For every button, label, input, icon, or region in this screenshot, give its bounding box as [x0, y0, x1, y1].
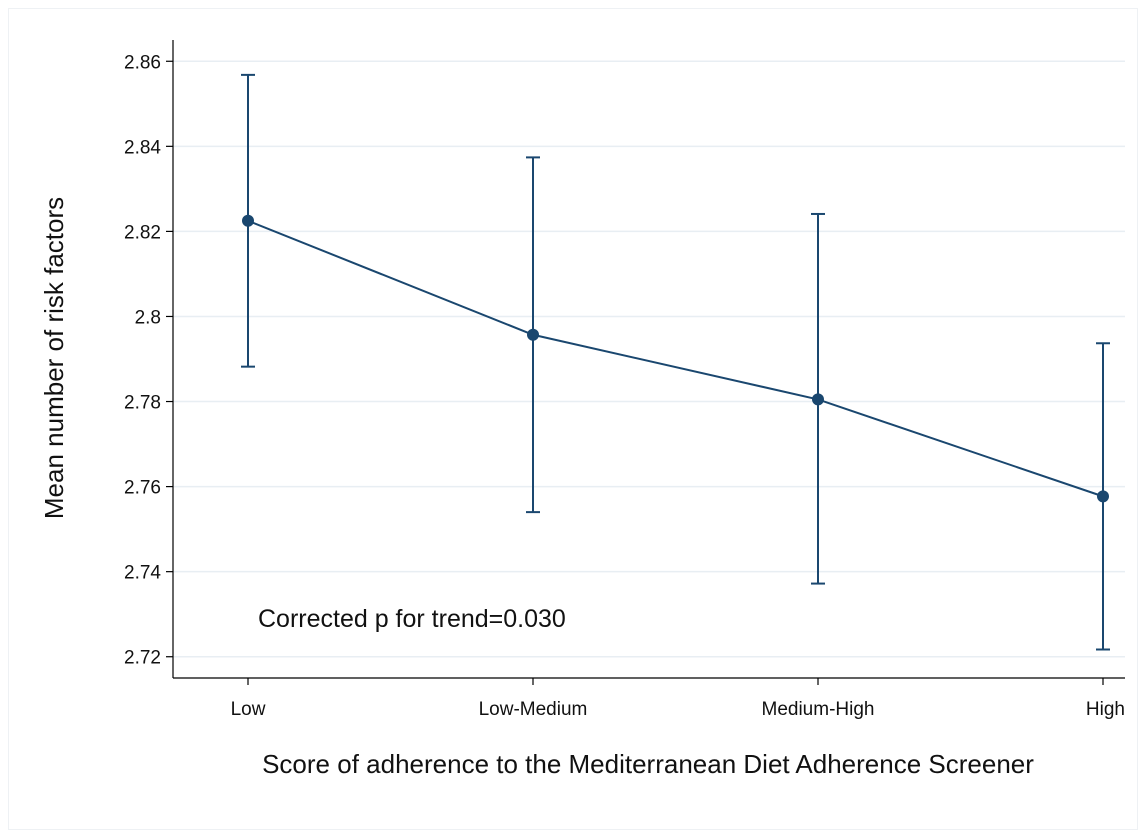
x-axis-title: Score of adherence to the Mediterranean …: [262, 749, 1034, 779]
y-tick-label: 2.74: [124, 563, 161, 584]
grid-lines: [173, 60, 1125, 658]
y-tick-label: 2.8: [135, 307, 161, 328]
y-tick-label: 2.72: [124, 648, 161, 669]
y-tick-label: 2.84: [124, 137, 161, 158]
trend-annotation: Corrected p for trend=0.030: [258, 605, 566, 633]
y-axis-title: Mean number of risk factors: [39, 197, 69, 519]
data-point: [527, 328, 539, 341]
y-tick-label: 2.76: [124, 478, 161, 499]
data-point: [1097, 490, 1109, 503]
x-tick-label: Medium-High: [762, 699, 875, 720]
x-tick-label: Low-Medium: [479, 699, 588, 720]
data-point: [812, 393, 824, 406]
axes: [172, 40, 1125, 679]
x-tick-label: Low: [231, 699, 266, 720]
x-tick-label: High: [1086, 699, 1125, 720]
y-tick-label: 2.86: [124, 52, 161, 73]
y-tick-label: 2.82: [124, 222, 161, 243]
series-line: [247, 219, 1104, 498]
y-ticks: 2.72 2.74 2.76 2.78 2.8 2.82 2.84 2.86: [124, 52, 173, 669]
data-points: [242, 214, 1109, 503]
x-ticks: Low Low-Medium Medium-High High: [231, 678, 1125, 720]
error-bars: [241, 73, 1110, 651]
chart-border: [8, 8, 1138, 830]
y-tick-label: 2.78: [124, 393, 161, 414]
series-line-path: [247, 219, 1104, 498]
data-point: [242, 214, 254, 227]
